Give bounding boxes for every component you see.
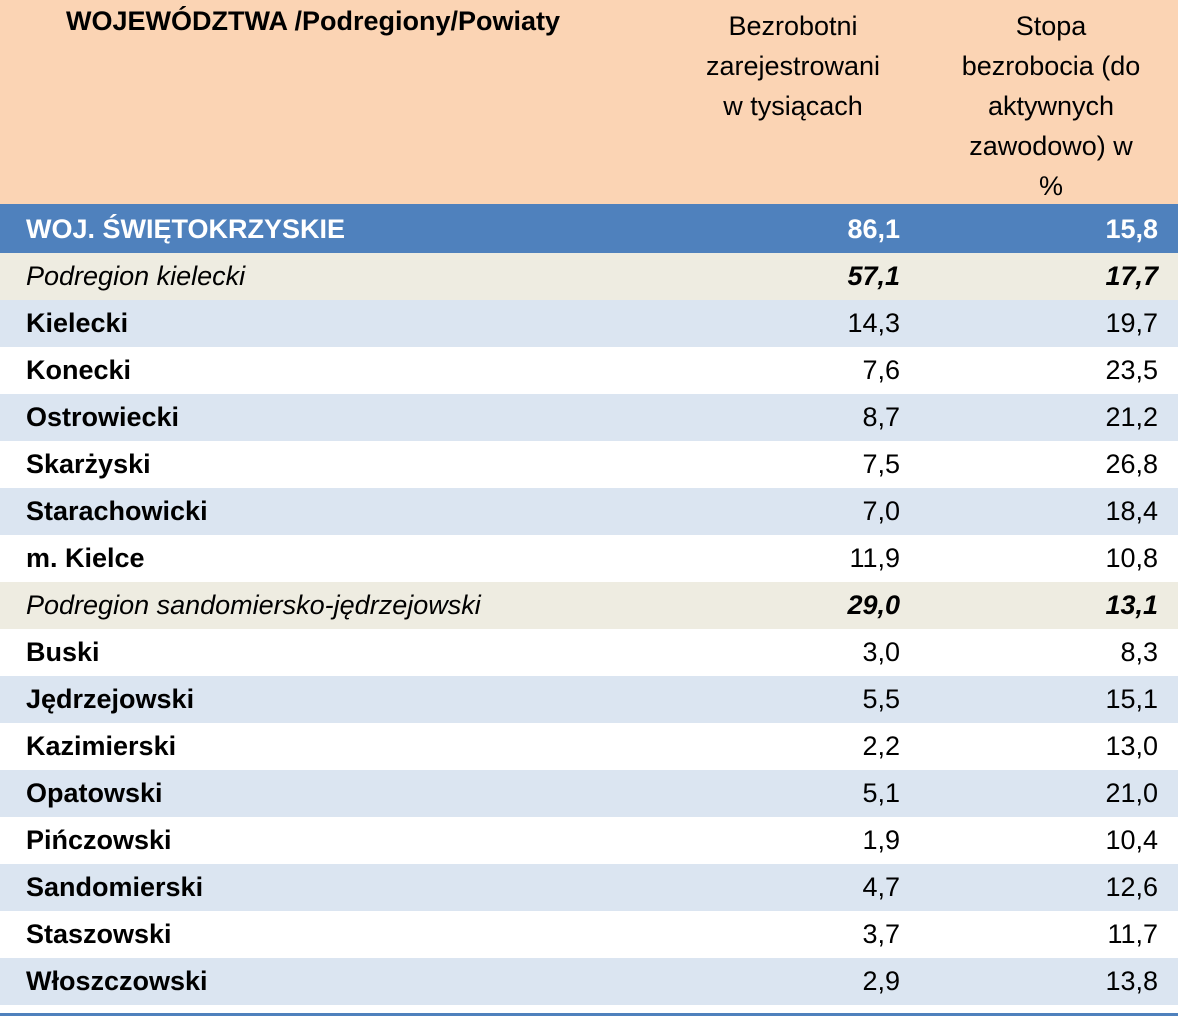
table-row: Kielecki 14,3 19,7 <box>0 300 1178 347</box>
row-name: Starachowicki <box>26 496 208 526</box>
table-row: Starachowicki 7,0 18,4 <box>0 488 1178 535</box>
row-rate: 11,7 <box>1107 919 1158 949</box>
row-name: Buski <box>26 637 100 667</box>
header-region-column: WOJEWÓDZTWA /Podregiony/Powiaty <box>66 6 561 36</box>
row-unemployed: 3,0 <box>862 637 900 667</box>
table-row-subregion: Podregion sandomiersko-jędrzejowski 29,0… <box>0 582 1178 629</box>
row-unemployed: 5,1 <box>862 778 900 808</box>
row-unemployed: 7,6 <box>862 355 900 385</box>
header-unemployed-line: Bezrobotni <box>728 11 858 41</box>
table-row-voivodeship: WOJ. ŚWIĘTOKRZYSKIE 86,1 15,8 <box>0 204 1178 253</box>
row-name: Skarżyski <box>26 449 151 479</box>
row-rate: 21,2 <box>1105 402 1158 432</box>
row-rate: 23,5 <box>1105 355 1158 385</box>
table-row: Opatowski 5,1 21,0 <box>0 770 1178 817</box>
row-unemployed: 14,3 <box>847 308 900 338</box>
row-name: Staszowski <box>26 919 172 949</box>
row-name: Podregion kielecki <box>26 261 246 291</box>
table-row: Skarżyski 7,5 26,8 <box>0 441 1178 488</box>
row-rate: 10,8 <box>1105 543 1158 573</box>
header-rate-line: % <box>1038 171 1063 201</box>
row-unemployed: 1,9 <box>862 825 900 855</box>
row-rate: 21,0 <box>1105 778 1158 808</box>
table-row: m. Kielce 11,9 10,8 <box>0 535 1178 582</box>
table-row: Ostrowiecki 8,7 21,2 <box>0 394 1178 441</box>
table-header: WOJEWÓDZTWA /Podregiony/Powiaty Bezrobot… <box>0 0 1178 204</box>
row-name: Włoszczowski <box>26 966 208 996</box>
header-rate-line: aktywnych <box>987 91 1115 121</box>
row-name: Jędrzejowski <box>26 684 195 714</box>
row-rate: 12,6 <box>1105 872 1158 902</box>
table-row: Pińczowski 1,9 10,4 <box>0 817 1178 864</box>
row-rate: 13,1 <box>1105 590 1158 620</box>
row-unemployed: 2,2 <box>862 731 900 761</box>
header-unemployed-line: zarejestrowani <box>705 51 881 81</box>
row-rate: 15,8 <box>1105 214 1158 244</box>
row-name: m. Kielce <box>26 543 145 573</box>
row-name: Opatowski <box>26 778 163 808</box>
row-name: Ostrowiecki <box>26 402 180 432</box>
row-name: WOJ. ŚWIĘTOKRZYSKIE <box>26 214 346 244</box>
row-rate: 19,7 <box>1105 308 1158 338</box>
row-unemployed: 7,0 <box>862 496 900 526</box>
row-unemployed: 5,5 <box>862 684 900 714</box>
table-row-subregion: Podregion kielecki 57,1 17,7 <box>0 253 1178 300</box>
row-unemployed: 8,7 <box>862 402 900 432</box>
row-name: Sandomierski <box>26 872 204 902</box>
row-name: Konecki <box>26 355 132 385</box>
table-row: Jędrzejowski 5,5 15,1 <box>0 676 1178 723</box>
row-name: Kazimierski <box>26 731 177 761</box>
table-row: Sandomierski 4,7 12,6 <box>0 864 1178 911</box>
row-rate: 10,4 <box>1105 825 1158 855</box>
header-rate-line: zawodowo) w <box>969 131 1133 161</box>
table-row: Staszowski 3,7 11,7 <box>0 911 1178 958</box>
row-unemployed: 7,5 <box>862 449 900 479</box>
header-rate-line: Stopa <box>1015 11 1087 41</box>
header-unemployed-column: Bezrobotni zarejestrowani w tysiącach <box>650 0 936 204</box>
table-row: Włoszczowski 2,9 13,8 <box>0 958 1178 1005</box>
table-row: Buski 3,0 8,3 <box>0 629 1178 676</box>
header-unemployed-line: w tysiącach <box>723 91 863 121</box>
header-rate-column: Stopa bezrobocia (do aktywnych zawodowo)… <box>936 0 1178 204</box>
row-name: Pińczowski <box>26 825 172 855</box>
row-rate: 8,3 <box>1120 637 1158 667</box>
row-rate: 15,1 <box>1105 684 1158 714</box>
row-unemployed: 2,9 <box>862 966 900 996</box>
row-rate: 17,7 <box>1105 261 1158 291</box>
row-unemployed: 4,7 <box>862 872 900 902</box>
row-unemployed: 3,7 <box>862 919 900 949</box>
row-unemployed: 57,1 <box>847 261 900 291</box>
header-rate-line: bezrobocia (do <box>961 51 1141 81</box>
row-name: Podregion sandomiersko-jędrzejowski <box>26 590 481 620</box>
table-row: Konecki 7,6 23,5 <box>0 347 1178 394</box>
row-unemployed: 11,9 <box>849 543 900 573</box>
row-rate: 13,0 <box>1105 731 1158 761</box>
row-rate: 26,8 <box>1105 449 1158 479</box>
row-name: Kielecki <box>26 308 129 338</box>
row-unemployed: 86,1 <box>847 214 900 244</box>
table-row: Kazimierski 2,2 13,0 <box>0 723 1178 770</box>
row-rate: 13,8 <box>1105 966 1158 996</box>
row-unemployed: 29,0 <box>847 590 900 620</box>
row-rate: 18,4 <box>1105 496 1158 526</box>
